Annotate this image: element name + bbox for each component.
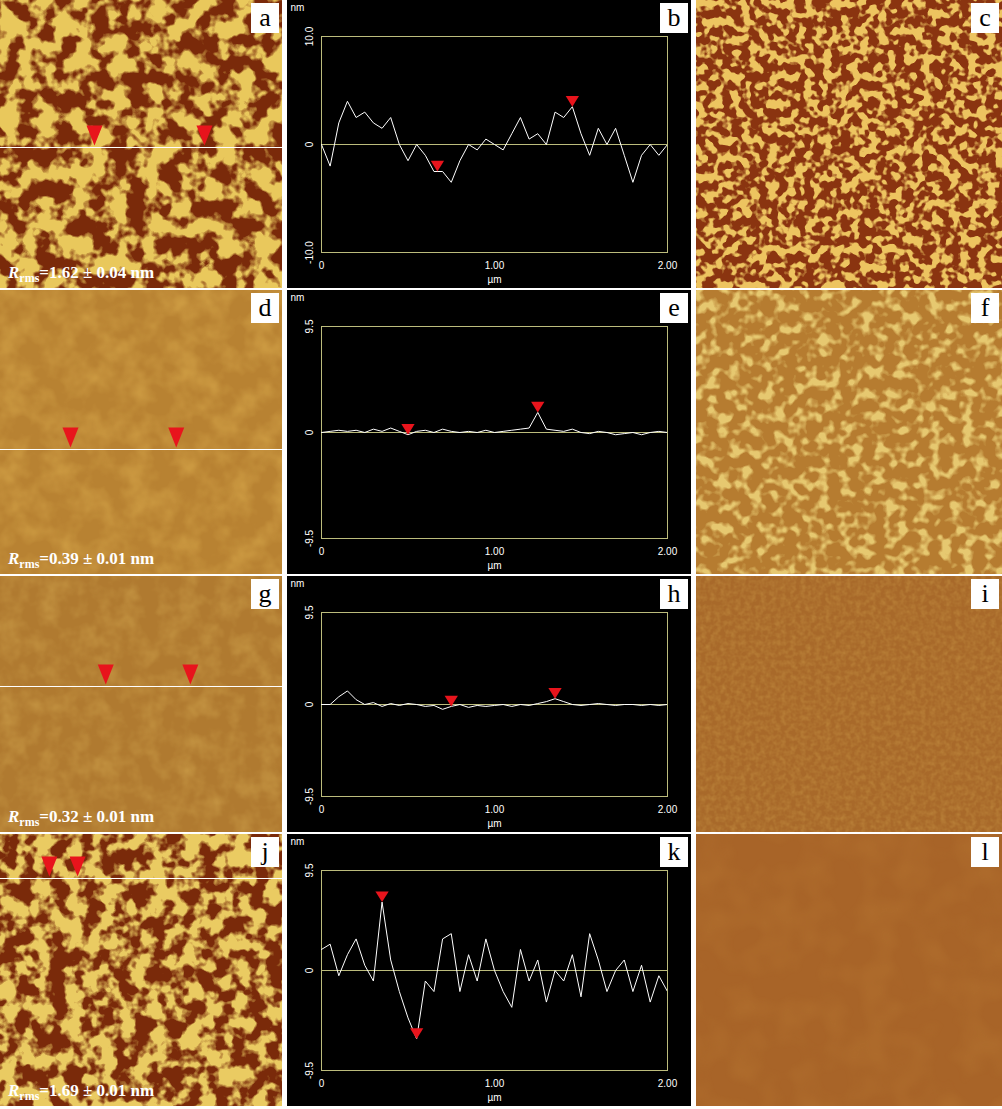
svg-text:0: 0 (319, 546, 325, 557)
svg-text:-9.5: -9.5 (304, 787, 315, 805)
svg-text:0: 0 (304, 141, 315, 147)
svg-text:2.00: 2.00 (658, 546, 678, 557)
svg-text:-9.5: -9.5 (304, 1061, 315, 1079)
svg-text:0: 0 (319, 260, 325, 271)
svg-text:9.5: 9.5 (304, 319, 315, 333)
svg-text:nm: nm (291, 292, 305, 303)
svg-text:µm: µm (487, 818, 501, 829)
html-text:c: c (979, 3, 991, 32)
svg-text:nm: nm (291, 836, 305, 847)
svg-text:nm: nm (291, 578, 305, 589)
html-text:g: g (258, 579, 272, 608)
svg-text:0: 0 (319, 804, 325, 815)
svg-text:-10.0: -10.0 (304, 241, 315, 264)
svg-text:1.00: 1.00 (485, 260, 505, 271)
svg-text:10.0: 10.0 (304, 26, 315, 46)
html-text:e: e (668, 293, 680, 322)
svg-text:µm: µm (487, 274, 501, 285)
svg-text:1.00: 1.00 (485, 804, 505, 815)
svg-text:-9.5: -9.5 (304, 529, 315, 547)
svg-text:0: 0 (304, 701, 315, 707)
svg-text:0: 0 (304, 967, 315, 973)
html-text:d: d (258, 293, 272, 322)
html-text:j: j (261, 837, 269, 866)
svg-text:9.5: 9.5 (304, 605, 315, 619)
svg-text:Rrms=1.69 ± 0.01 nm: Rrms=1.69 ± 0.01 nm (7, 1081, 154, 1103)
html-text:f: f (980, 293, 990, 322)
svg-text:2.00: 2.00 (658, 804, 678, 815)
svg-text:nm: nm (291, 2, 305, 13)
svg-text:Rrms=0.39 ± 0.01 nm: Rrms=0.39 ± 0.01 nm (7, 549, 154, 571)
svg-text:2.00: 2.00 (658, 260, 678, 271)
svg-text:1.00: 1.00 (485, 1078, 505, 1089)
svg-text:Rrms=1.62 ± 0.04 nm: Rrms=1.62 ± 0.04 nm (7, 263, 154, 285)
html-text:i: i (981, 579, 989, 608)
html-text:l: l (981, 837, 989, 866)
svg-text:Rrms=0.32 ± 0.01 nm: Rrms=0.32 ± 0.01 nm (7, 807, 154, 829)
html-text:k: k (667, 837, 681, 866)
svg-text:µm: µm (487, 1092, 501, 1103)
svg-text:1.00: 1.00 (485, 546, 505, 557)
svg-text:9.5: 9.5 (304, 863, 315, 877)
svg-text:0: 0 (319, 1078, 325, 1089)
svg-text:2.00: 2.00 (658, 1078, 678, 1089)
svg-text:µm: µm (487, 560, 501, 571)
html-text:h: h (667, 579, 681, 608)
html-text:a: a (259, 3, 271, 32)
svg-text:0: 0 (304, 429, 315, 435)
html-text:b: b (667, 3, 681, 32)
